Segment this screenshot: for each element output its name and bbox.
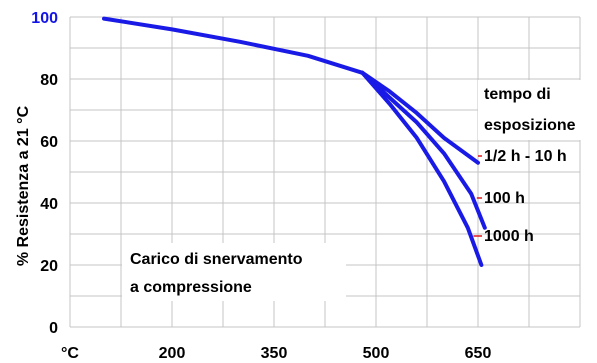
annotation-box [122, 243, 346, 301]
x-tick-label-1: 200 [159, 345, 186, 362]
x-tick-label-2: 350 [261, 345, 288, 362]
series-lines [102, 16, 487, 267]
y-tick-label-3: 60 [40, 134, 58, 151]
y-tick-label-0: 0 [49, 320, 58, 337]
y-axis-label: % Resistenza a 21 °C [15, 105, 32, 266]
series-label-1: 100 h [484, 190, 525, 207]
x-tick-label-0: °C [61, 345, 79, 362]
x-tick-labels: °C 200 350 500 650 [61, 345, 491, 362]
annotation-line-2: a compressione [130, 279, 252, 296]
x-tick-label-4: 650 [465, 345, 492, 362]
y-tick-label-1: 20 [40, 258, 58, 275]
series-line-2 [360, 70, 484, 267]
y-tick-label-4: 80 [40, 72, 58, 89]
legend-title-line-1: tempo di [484, 86, 551, 103]
y-tick-labels: 0 20 40 60 80 100 [31, 10, 58, 337]
y-tick-label-2: 40 [40, 196, 58, 213]
x-tick-label-3: 500 [363, 345, 390, 362]
series-labels: 1/2 h - 10 h 100 h 1000 h [484, 148, 567, 245]
y-tick-label-5: 100 [31, 10, 58, 27]
series-label-0: 1/2 h - 10 h [484, 148, 567, 165]
legend-title-line-2: esposizione [484, 117, 576, 134]
label-connectors [473, 155, 482, 237]
annotation-line-1: Carico di snervamento [130, 251, 303, 268]
legend-title-box [478, 80, 592, 140]
series-line-1 [360, 70, 487, 230]
series-label-2: 1000 h [484, 228, 534, 245]
